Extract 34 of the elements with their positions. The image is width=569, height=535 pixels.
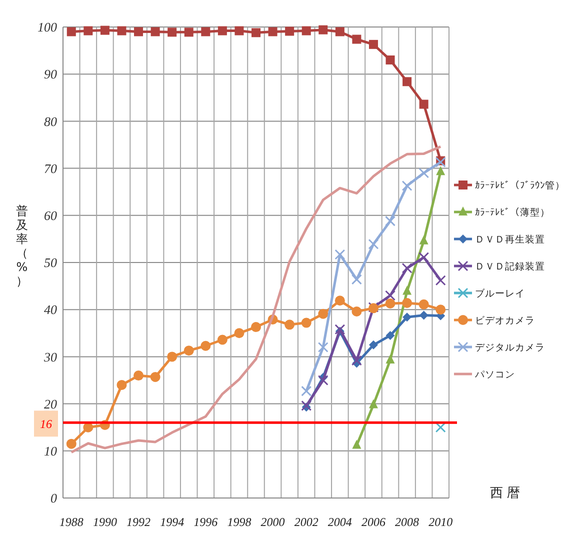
y-tick-label: 100	[38, 20, 58, 35]
legend-label: デジタルカメラ	[475, 342, 545, 354]
x-tick-label: 2006	[361, 515, 386, 529]
y-tick-label: 30	[43, 349, 58, 364]
y-tick-label: 50	[44, 255, 58, 270]
y-tick-label: 20	[44, 396, 58, 412]
legend-label: ｶﾗｰﾃﾚﾋﾞ（薄型）	[475, 206, 550, 218]
legend-label: ＤＶＤ再生装置	[475, 233, 545, 246]
x-tick-label: 2004	[328, 515, 352, 529]
y-tick-label: 80	[44, 114, 58, 129]
y-tick-label: 70	[44, 160, 58, 176]
legend-label: ブルーレイ	[475, 287, 525, 300]
y-tick-label: 0	[50, 490, 58, 506]
y-tick-label: 90	[44, 66, 58, 82]
ref-line-label: 16	[40, 416, 52, 431]
x-tick-label: 1988	[59, 515, 84, 529]
x-tick-label: 1994	[160, 515, 184, 529]
x-tick-label: 2000	[260, 515, 285, 529]
y-axis-title: 普及率（%）	[16, 204, 28, 288]
legend-label: ＤＶＤ記録装置	[475, 260, 545, 272]
x-tick-label: 1998	[227, 515, 252, 529]
legend-label: ｶﾗｰﾃﾚﾋﾞ（ﾌﾞﾗｳﾝ管）	[475, 179, 565, 192]
y-tick-label: 10	[44, 443, 58, 458]
x-tick-label: 2002	[294, 515, 318, 529]
x-tick-label: 2008	[395, 515, 420, 529]
y-tick-label: 40	[44, 302, 58, 318]
x-tick-label: 1992	[126, 515, 151, 529]
x-tick-label: 1990	[92, 515, 117, 529]
legend-label: パソコン	[474, 369, 515, 380]
x-tick-label: 2010	[428, 515, 453, 529]
legend-label: ビデオカメラ	[475, 315, 535, 326]
y-tick-label: 60	[44, 208, 58, 223]
x-tick-label: 1996	[194, 515, 218, 529]
x-axis-title: 西 暦	[490, 486, 520, 501]
